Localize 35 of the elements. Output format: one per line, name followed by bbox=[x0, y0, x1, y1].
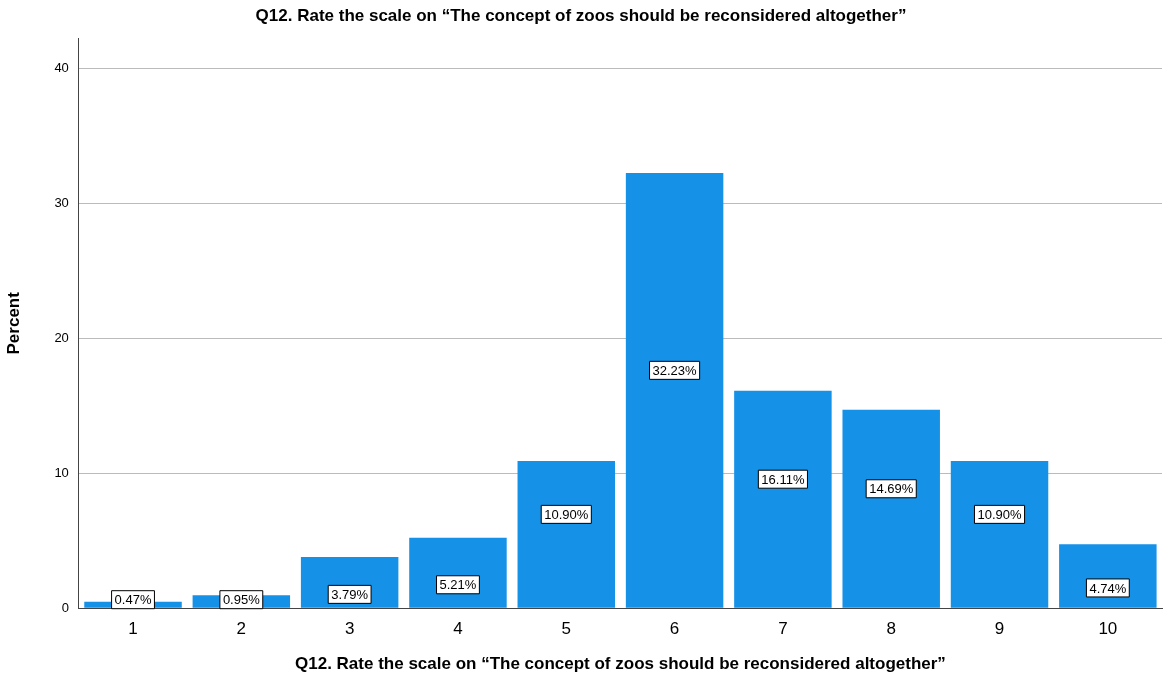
data-label: 10.90% bbox=[977, 506, 1023, 522]
x-tick-label: 2 bbox=[236, 619, 247, 639]
x-tick-label: 5 bbox=[561, 619, 572, 639]
bar bbox=[625, 173, 724, 608]
data-label: 0.95% bbox=[222, 592, 261, 608]
bar bbox=[950, 461, 1049, 608]
y-tick-label: 0 bbox=[61, 599, 69, 615]
data-label: 5.21% bbox=[439, 577, 477, 593]
data-label: 3.79% bbox=[331, 586, 369, 602]
y-axis-title: Percent bbox=[3, 291, 23, 355]
data-label: 4.74% bbox=[1089, 580, 1127, 596]
data-label: 16.11% bbox=[761, 471, 805, 487]
data-label: 10.90% bbox=[544, 506, 589, 522]
chart-title: Q12. Rate the scale on “The concept of zoos should be reconsidered altogether” bbox=[255, 5, 907, 25]
x-tick-label: 8 bbox=[886, 619, 896, 639]
bar bbox=[409, 537, 507, 608]
bar bbox=[734, 390, 832, 608]
x-tick-label: 1 bbox=[128, 619, 138, 639]
x-tick-label: 9 bbox=[994, 619, 1005, 639]
y-tick-label: 10 bbox=[54, 464, 69, 480]
x-axis-title: Q12. Rate the scale on “The concept of zoos should be reconsidered altogether” bbox=[295, 654, 946, 674]
x-tick-label: 6 bbox=[669, 619, 680, 639]
x-tick-label: 4 bbox=[453, 619, 463, 639]
x-tick-label: 3 bbox=[344, 619, 355, 639]
data-label: 32.23% bbox=[652, 362, 698, 378]
x-tick-label: 10 bbox=[1098, 619, 1118, 639]
bar bbox=[1059, 544, 1157, 608]
x-tick-label: 7 bbox=[778, 619, 788, 639]
bar bbox=[842, 409, 940, 608]
y-tick-label: 20 bbox=[54, 329, 69, 345]
y-tick-label: 30 bbox=[54, 194, 69, 210]
data-label: 0.47% bbox=[114, 592, 152, 608]
y-tick-label: 40 bbox=[54, 59, 69, 75]
data-label: 14.69% bbox=[869, 481, 914, 497]
bar bbox=[517, 461, 616, 608]
